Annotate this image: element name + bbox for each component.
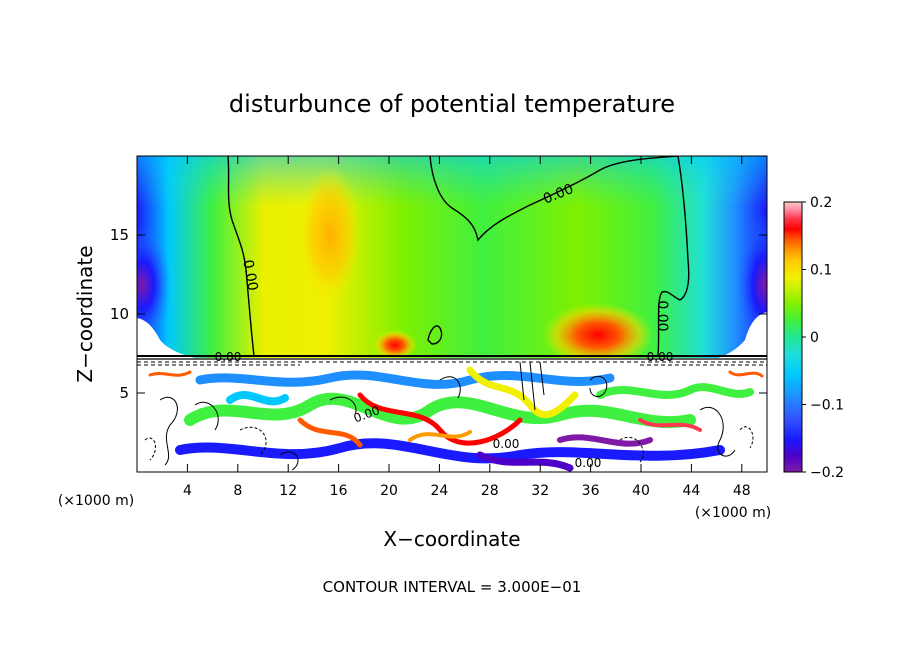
x-tick-label: 24	[430, 483, 448, 499]
x-unit-left: (×1000 m)	[58, 493, 134, 509]
contour-label: 0.00	[647, 350, 674, 364]
contour-label: 0.00	[215, 350, 242, 364]
x-tick-label: 4	[183, 483, 192, 499]
contour-interval-note: CONTOUR INTERVAL = 3.000E−01	[323, 578, 582, 596]
inversion-lines	[137, 355, 767, 366]
warm-anomaly-left	[298, 167, 362, 303]
x-unit-right: (×1000 m)	[695, 505, 771, 521]
x-tick-label: 48	[733, 483, 751, 499]
colorbar-tick-label: −0.2	[810, 465, 844, 481]
cold-anomaly-left	[137, 225, 172, 345]
warm-anomaly-mid	[373, 330, 417, 360]
lower-turbulence	[148, 366, 764, 472]
plot-area	[137, 156, 767, 472]
contour-label: 0.00	[575, 456, 602, 470]
upper-top-fade	[137, 156, 767, 358]
inversion-notch-right	[718, 312, 767, 358]
y-tick-label: 5	[119, 384, 129, 402]
x-tick-label: 32	[531, 483, 549, 499]
contour-label: 0.00	[654, 300, 670, 331]
colorbar: 0.2 0.1 0 −0.1 −0.2	[783, 195, 844, 481]
x-tick-label: 12	[279, 483, 297, 499]
colorbar-gradient	[783, 201, 803, 473]
x-axis-label: X−coordinate	[383, 527, 520, 551]
y-tick-label: 15	[110, 226, 129, 244]
x-tick-label: 40	[632, 483, 650, 499]
y-axis: 5 10 15	[110, 226, 767, 402]
inversion-notch-left	[137, 318, 195, 358]
warm-anomaly-right	[543, 303, 653, 367]
colorbar-tick-label: 0.2	[810, 195, 832, 211]
y-axis-label: Z−coordinate	[73, 245, 97, 382]
colorbar-tick-label: −0.1	[810, 398, 844, 414]
lower-contours	[144, 361, 754, 471]
x-tick-label: 36	[582, 483, 600, 499]
chart-title: disturbunce of potential temperature	[229, 90, 675, 118]
x-tick-label: 44	[682, 483, 700, 499]
x-tick-label: 8	[233, 483, 242, 499]
colorbar-tick-label: 0.1	[810, 263, 832, 279]
colorbar-ticks: 0.2 0.1 0 −0.1 −0.2	[802, 195, 844, 481]
zero-contours	[227, 156, 690, 357]
y-tick-label: 10	[110, 305, 129, 323]
x-tick-label: 20	[380, 483, 398, 499]
contour-label: 0.00	[239, 259, 260, 292]
x-axis: 4 8 12 16 20 24 28 32 36 40 44 48	[183, 156, 751, 499]
x-tick-label: 16	[330, 483, 348, 499]
colorbar-tick-label: 0	[810, 330, 819, 346]
contour-label: 0.00	[493, 437, 520, 451]
x-tick-label: 28	[481, 483, 499, 499]
